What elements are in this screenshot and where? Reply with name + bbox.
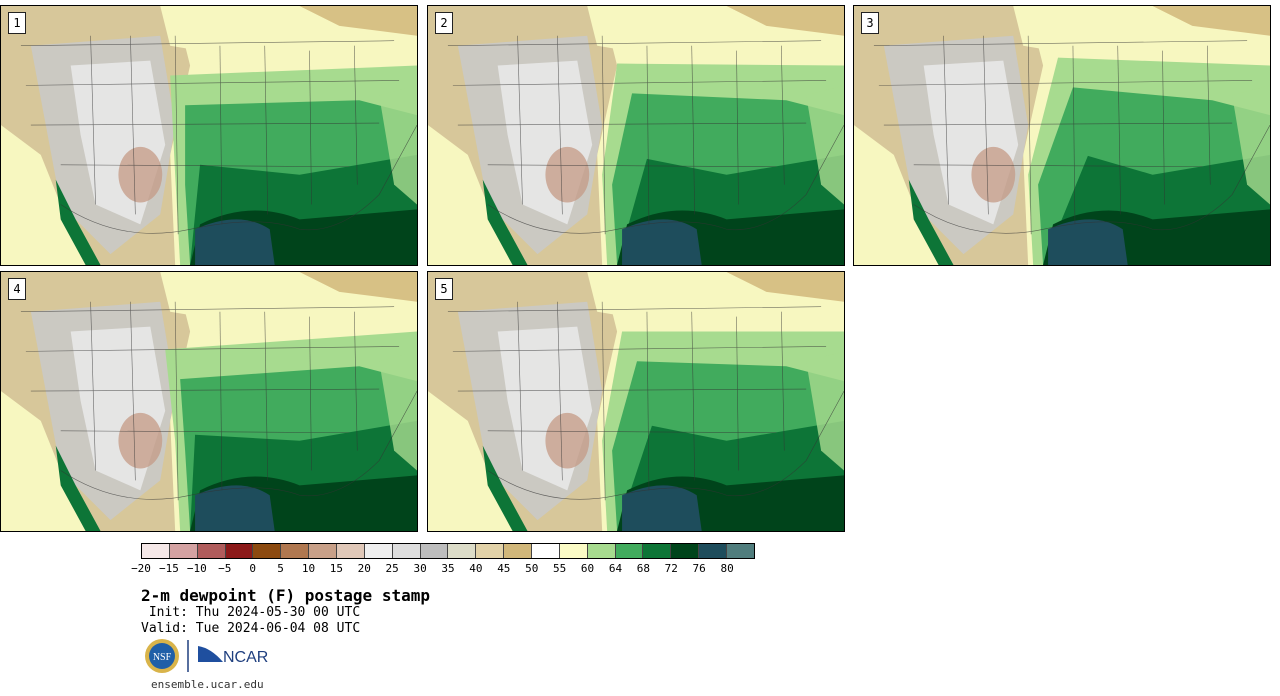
colorbar-swatch — [670, 544, 699, 558]
colorbar-swatch — [558, 544, 587, 558]
colorbar-tick-label: 60 — [580, 562, 595, 575]
map-panel-3: 3 — [853, 5, 1271, 266]
colorbar-tick-label: 64 — [608, 562, 623, 575]
chart-title: 2-m dewpoint (F) postage stamp — [141, 586, 430, 605]
dewpoint-map — [1, 6, 417, 265]
colorbar-swatch — [586, 544, 615, 558]
colorbar-swatch — [531, 544, 559, 558]
ncar-logo: NCAR — [198, 646, 268, 666]
colorbar-swatch — [419, 544, 448, 558]
colorbar-swatch — [196, 544, 225, 558]
map-panel-2: 2 — [427, 5, 845, 266]
panel-number: 1 — [8, 12, 26, 34]
colorbar-swatch — [698, 544, 727, 558]
colorbar-swatch — [614, 544, 643, 558]
dewpoint-map — [428, 272, 844, 531]
colorbar-tick-label: −15 — [158, 562, 179, 575]
colorbar-ticks: −20 −15 −10 −5 0 5 10 15 20 25 30 35 40 45 50 55 60 64 68 7… — [131, 562, 755, 576]
colorbar-swatch — [503, 544, 532, 558]
colorbar-swatch — [252, 544, 281, 558]
colorbar-tick-label: 0 — [249, 562, 256, 575]
colorbar-tick-label: 10 — [301, 562, 316, 575]
colorbar-tick-label: 80 — [720, 562, 734, 575]
colorbar-swatch — [224, 544, 253, 558]
init-time: Init: Thu 2024-05-30 00 UTC — [141, 605, 361, 620]
colorbar-tick-label: 68 — [636, 562, 650, 575]
colorbar-tick-label: −5 — [218, 562, 232, 575]
colorbar-swatch — [391, 544, 420, 558]
colorbar-tick-label: 72 — [664, 562, 678, 575]
colorbar-swatch — [308, 544, 337, 558]
colorbar-tick-label: 50 — [525, 562, 539, 575]
colorbar-swatch — [475, 544, 504, 558]
colorbar-swatch — [363, 544, 392, 558]
colorbar-tick-label: 5 — [277, 562, 284, 575]
panel-number: 5 — [435, 278, 453, 300]
colorbar-swatch — [447, 544, 476, 558]
ncar-text: NCAR — [223, 649, 268, 666]
colorbar-tick-label: 45 — [497, 562, 511, 575]
dewpoint-map — [428, 6, 844, 265]
colorbar-tick-label: 20 — [357, 562, 371, 575]
colorbar-tick-label: 35 — [441, 562, 455, 575]
map-panel-1: 1 — [0, 5, 418, 266]
colorbar-tick-label: −20 — [131, 562, 151, 575]
dewpoint-map — [1, 272, 417, 531]
colorbar-swatch — [726, 544, 754, 558]
colorbar-tick-label: 15 — [329, 562, 343, 575]
colorbar-swatch — [168, 544, 197, 558]
colorbar-tick-label: 30 — [413, 562, 427, 575]
nsf-text: NSF — [153, 652, 172, 663]
colorbar-swatch — [336, 544, 364, 558]
colorbar-tick-label: 76 — [692, 562, 706, 575]
nsf-logo: NSF — [145, 639, 179, 673]
colorbar-swatch — [142, 544, 169, 558]
map-panel-5: 5 — [427, 271, 845, 532]
colorbar-tick-label: 25 — [385, 562, 399, 575]
panel-number: 2 — [435, 12, 453, 34]
logos: NSF NCAR — [145, 639, 268, 673]
colorbar-tick-label: 40 — [469, 562, 483, 575]
colorbar-tick-label: −10 — [186, 562, 207, 575]
dewpoint-map — [854, 6, 1270, 265]
colorbar-tick-label: 55 — [553, 562, 567, 575]
colorbar-swatch — [280, 544, 309, 558]
colorbar-swatch — [642, 544, 671, 558]
colorbar — [141, 543, 755, 559]
map-panel-4: 4 — [0, 271, 418, 532]
footer-url: ensemble.ucar.edu — [151, 678, 264, 691]
panel-number: 3 — [861, 12, 879, 34]
valid-time: Valid: Tue 2024-06-04 08 UTC — [141, 621, 361, 636]
panel-number: 4 — [8, 278, 26, 300]
